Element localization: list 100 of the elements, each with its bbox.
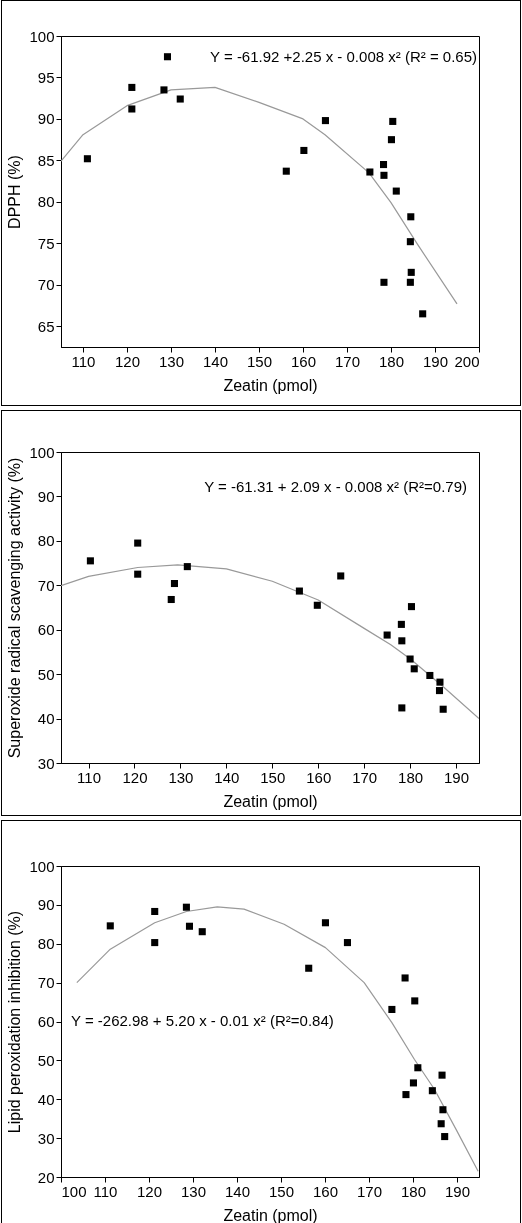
point (366, 168, 374, 176)
point (151, 907, 159, 916)
point (337, 572, 345, 580)
y-tick-label: 100 (29, 443, 55, 461)
line-series (61, 86, 458, 305)
y-tick-label: 100 (29, 857, 55, 875)
x-tick-label: 130 (158, 352, 185, 370)
point (419, 310, 427, 318)
point (407, 268, 415, 276)
point (409, 1079, 417, 1087)
point (398, 704, 406, 712)
y-tick-label: 40 (37, 1090, 55, 1108)
y-tick-label: 75 (37, 234, 55, 252)
y-tick-label: 95 (37, 68, 55, 86)
y-axis-title: Superoxide radical scavenging activity (%) (6, 457, 24, 759)
y-tick-label: 60 (37, 621, 55, 639)
y-axis-title: DPPH (%) (6, 155, 24, 229)
x-tick-label: 180 (378, 352, 405, 370)
y-tick-label: 30 (37, 1129, 55, 1147)
point (438, 1071, 446, 1079)
x-tick-label: 190 (422, 352, 449, 370)
x-tick-label: 190 (444, 1182, 471, 1200)
x-tick-label: 170 (334, 352, 361, 370)
point (439, 1106, 447, 1114)
y-tick-label: 80 (37, 935, 55, 953)
point (151, 939, 159, 947)
x-tick-label: 180 (398, 768, 424, 786)
point (160, 86, 168, 94)
point (305, 964, 313, 972)
y-tick-label: 70 (37, 276, 55, 294)
x-tick-label: 170 (352, 768, 378, 786)
point (397, 620, 405, 628)
point (437, 1120, 445, 1128)
point (313, 601, 321, 609)
x-tick-label: 120 (122, 768, 148, 786)
point (134, 539, 142, 547)
point (401, 974, 409, 982)
point (414, 1064, 422, 1072)
y-tick-label: 90 (37, 487, 55, 505)
point (185, 922, 194, 930)
point (183, 563, 191, 571)
point (198, 928, 206, 936)
x-axis-title: Zeatin (pmol) (223, 376, 318, 394)
x-tick-label: 160 (312, 1182, 339, 1200)
y-tick-label: 100 (29, 27, 55, 45)
y-tick-label: 90 (37, 896, 55, 914)
point (83, 155, 91, 163)
point (407, 603, 416, 611)
x-tick-label: 200 (454, 352, 480, 370)
y-tick-label: 80 (37, 532, 55, 550)
point (389, 117, 397, 125)
point (380, 278, 388, 286)
point (176, 95, 184, 103)
point (388, 1005, 396, 1013)
x-tick-label: 140 (214, 768, 240, 786)
x-tick-label: 120 (136, 1182, 163, 1200)
y-tick-label: 80 (37, 193, 55, 211)
point (406, 238, 414, 246)
annotation: Y = -61.31 + 2.09 x - 0.008 x² (R²=0.79) (204, 478, 467, 495)
point (406, 655, 414, 663)
point (398, 637, 406, 645)
point (134, 570, 142, 578)
x-tick-label: 100 (61, 1182, 87, 1200)
y-tick-label: 30 (37, 754, 55, 772)
x-tick-label: 150 (246, 352, 273, 370)
point (128, 83, 136, 91)
point (343, 939, 351, 947)
annotation: Y = -262.98 + 5.20 x - 0.01 x² (R²=0.84) (71, 1012, 334, 1029)
point (295, 587, 303, 595)
point (439, 705, 447, 713)
point (379, 161, 388, 169)
point (435, 687, 444, 695)
point (282, 167, 290, 175)
point (170, 579, 178, 588)
point (321, 919, 329, 927)
point (167, 595, 175, 604)
y-tick-label: 40 (37, 710, 55, 728)
point (383, 631, 391, 639)
y-tick-label: 90 (37, 110, 55, 128)
x-tick-label: 160 (290, 352, 317, 370)
y-axis-title: Lipid peroxidation inhibition (%) (6, 910, 24, 1134)
y-tick-label: 65 (37, 317, 55, 335)
point (128, 105, 136, 113)
x-tick-label: 160 (306, 768, 332, 786)
x-tick-label: 190 (444, 768, 470, 786)
point (428, 1087, 436, 1095)
x-tick-label: 140 (224, 1182, 251, 1200)
x-tick-label: 110 (71, 352, 96, 370)
x-tick-label: 120 (114, 352, 141, 370)
line-series (61, 564, 479, 720)
point (380, 171, 388, 179)
y-tick-label: 50 (37, 1051, 55, 1069)
point (86, 557, 94, 565)
point (402, 1091, 410, 1099)
point (410, 665, 418, 673)
point (406, 278, 414, 286)
x-tick-label: 150 (260, 768, 286, 786)
y-tick-label: 70 (37, 974, 55, 992)
x-axis-title: Zeatin (pmol) (223, 792, 318, 810)
point (411, 997, 419, 1005)
